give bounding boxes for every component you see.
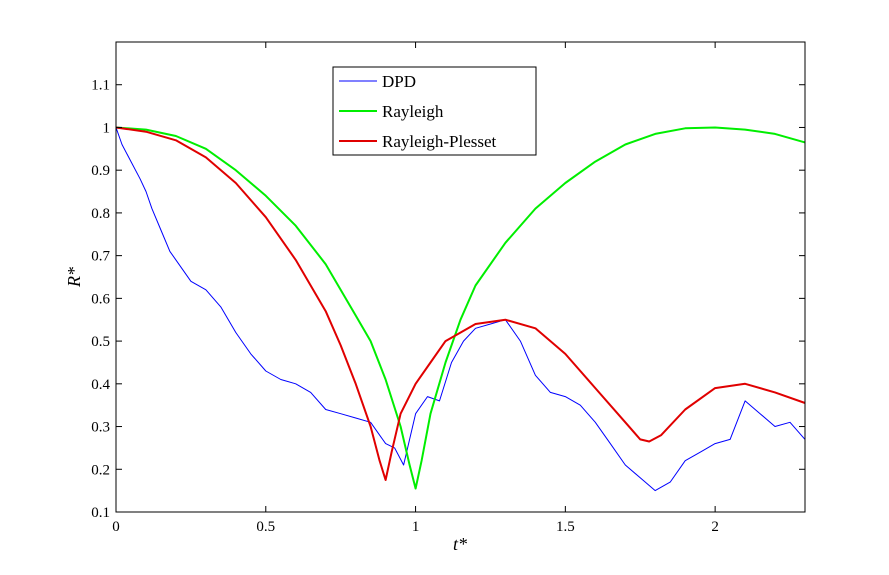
series-line-rayleigh bbox=[115, 126, 806, 490]
tick-layer: 0 0.5 1 1.5 2 0.1 0.2 0.3 0.4 0.5 0.6 0.7 0.8 0.9 1 1.1 bbox=[91, 42, 805, 535]
x-tick-label: 1 bbox=[412, 519, 420, 535]
y-tick-label: 1.1 bbox=[91, 78, 110, 94]
series-line-rayleigh-plesset bbox=[115, 126, 806, 481]
y-tick-label: 0.5 bbox=[91, 334, 110, 350]
y-tick-label: 0.3 bbox=[91, 420, 110, 436]
legend: DPD Rayleigh Rayleigh-Plesset bbox=[332, 66, 537, 156]
y-tick-label: 0.6 bbox=[91, 291, 110, 307]
y-tick-label: 1 bbox=[103, 120, 111, 136]
legend-label-rayleigh: Rayleigh bbox=[382, 102, 444, 121]
plot-frame bbox=[115, 41, 806, 513]
y-tick-label: 0.9 bbox=[91, 163, 110, 179]
series-line-dpd bbox=[115, 127, 806, 492]
y-tick-label: 0.4 bbox=[91, 377, 110, 393]
x-axis-label: t* bbox=[453, 534, 467, 554]
x-tick-label: 2 bbox=[711, 519, 719, 535]
legend-label-dpd: DPD bbox=[382, 72, 416, 91]
x-tick-label: 0.5 bbox=[256, 519, 275, 535]
legend-label-rayleigh-plesset: Rayleigh-Plesset bbox=[382, 132, 497, 151]
y-axis-label: R* bbox=[64, 267, 84, 288]
x-tick-label: 0 bbox=[112, 519, 120, 535]
y-tick-label: 0.1 bbox=[91, 505, 110, 521]
y-tick-label: 0.7 bbox=[91, 249, 110, 265]
y-tick-label: 0.2 bbox=[91, 462, 110, 478]
series-layer bbox=[115, 126, 806, 492]
y-tick-label: 0.8 bbox=[91, 206, 110, 222]
x-tick-label: 1.5 bbox=[556, 519, 575, 535]
